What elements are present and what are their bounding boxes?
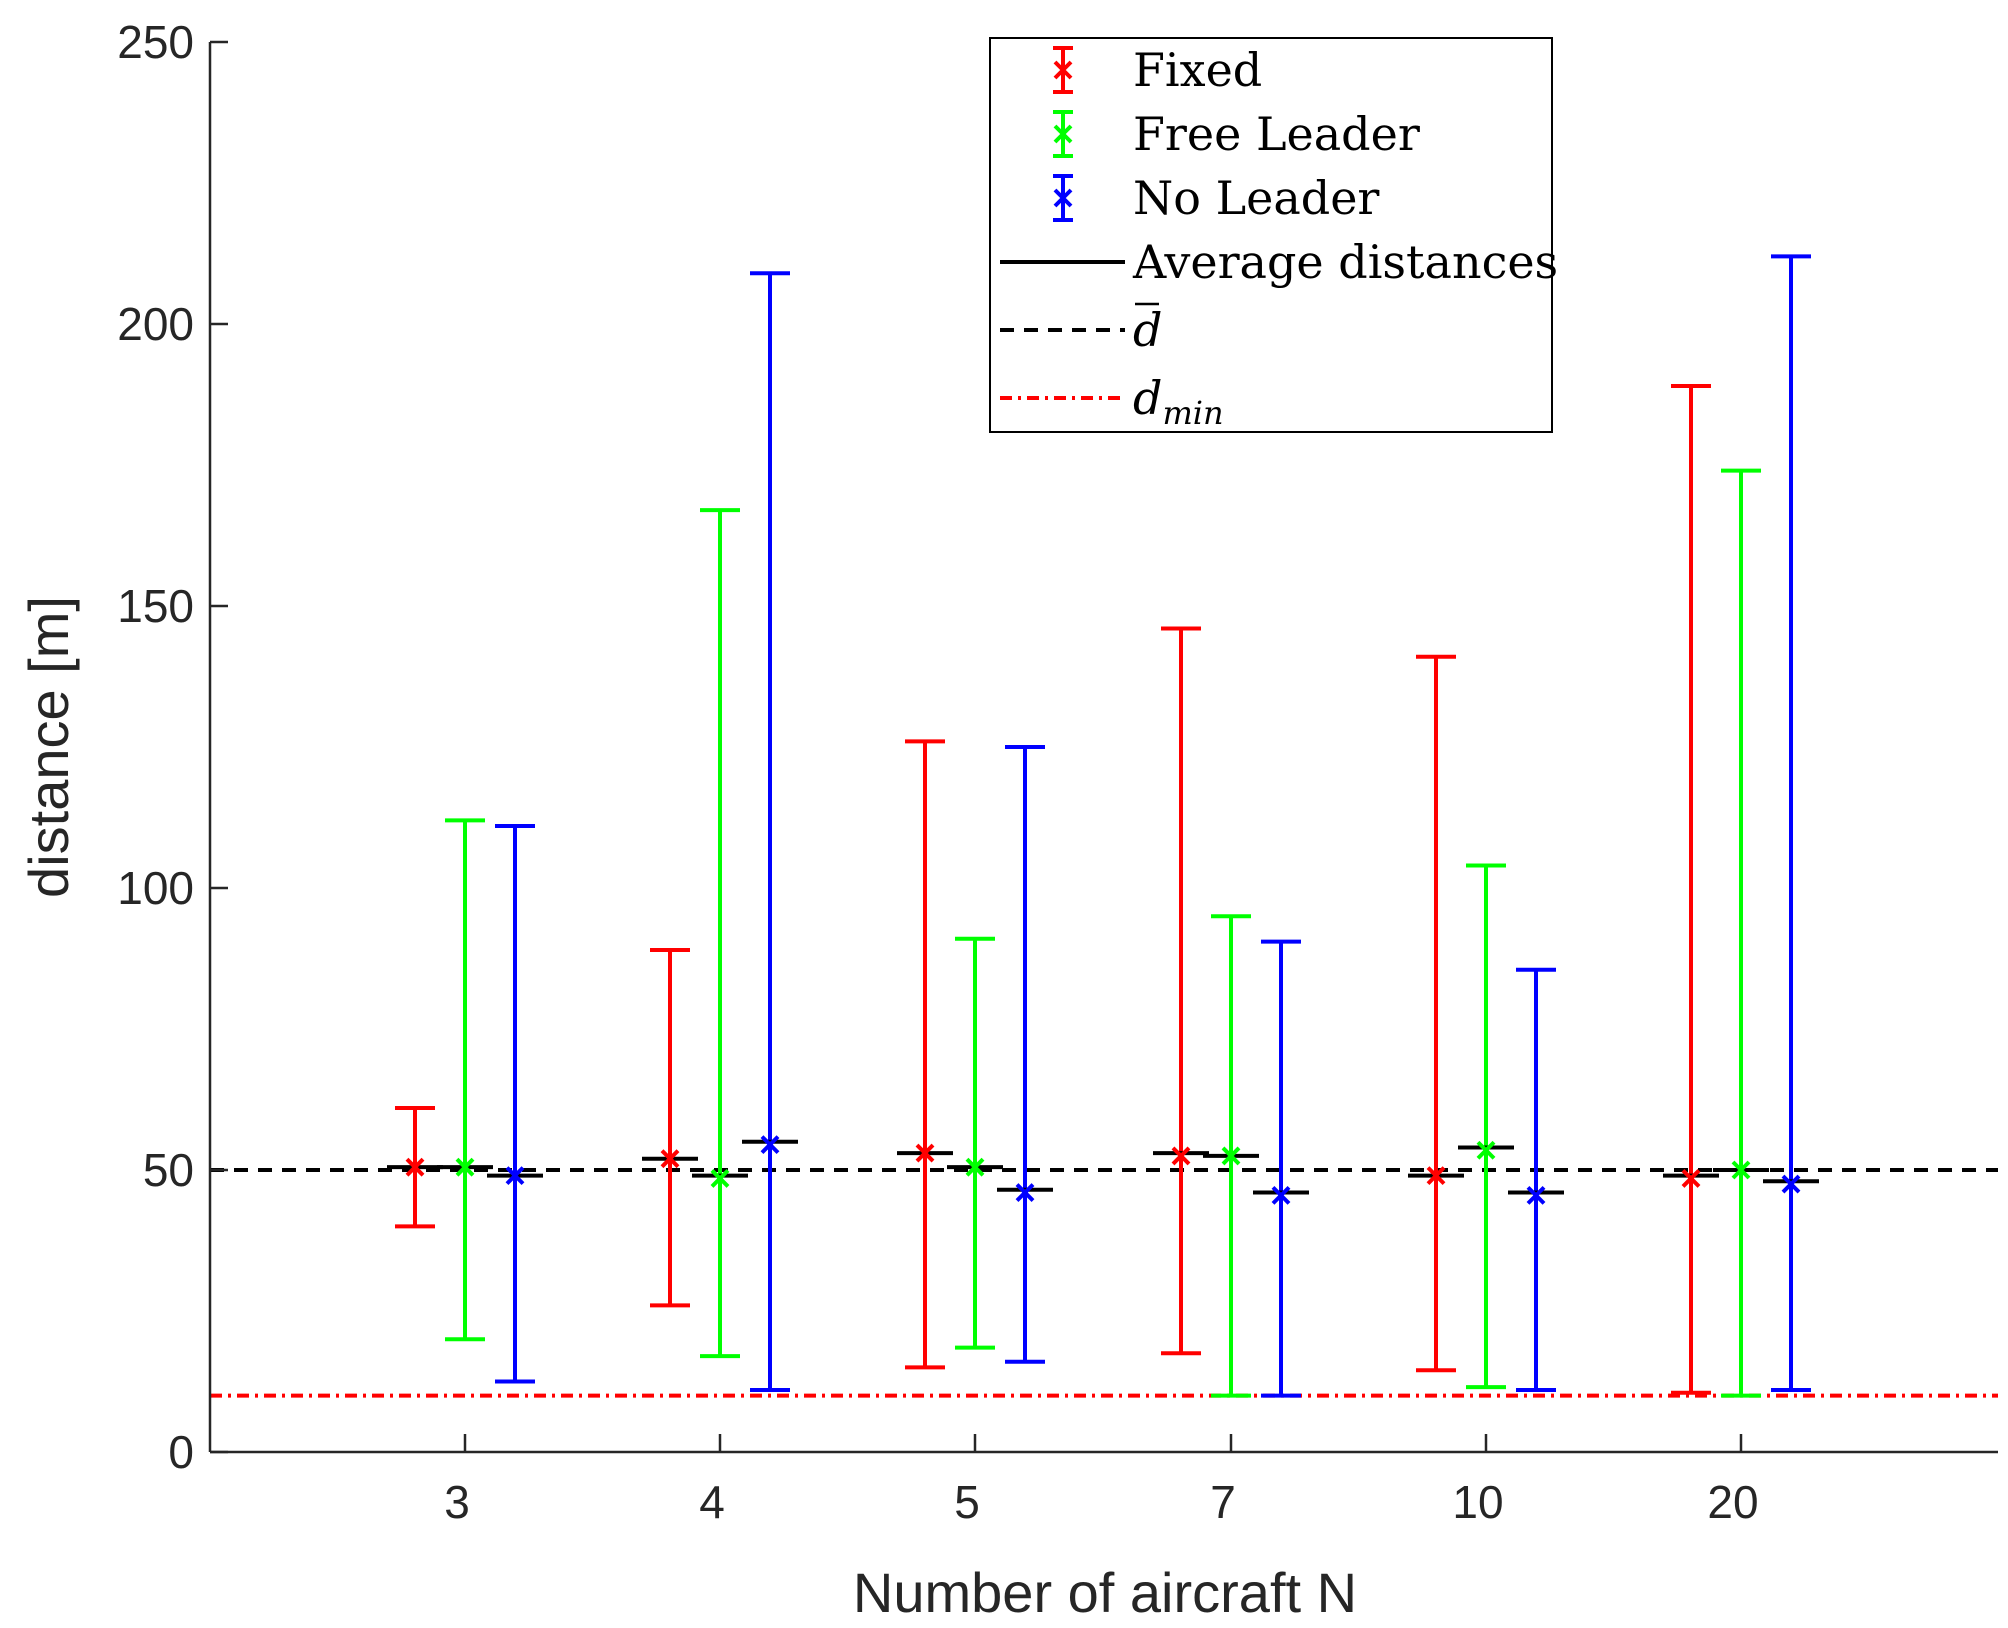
y-tick-label-250: 250 — [117, 16, 194, 68]
mean-marker-fixed-N10 — [1426, 1166, 1446, 1186]
legend-label: Average distances — [1132, 235, 1558, 289]
mean-marker-no-leader-N5 — [1015, 1183, 1035, 1202]
legend-label: Fixed — [1133, 43, 1262, 97]
legend-entries: Fixed Free Leader No Leader Average distanc… — [1000, 43, 1558, 432]
mean-marker-fixed-N7 — [1171, 1146, 1191, 1166]
legend-entry-0: Fixed — [1053, 43, 1262, 97]
y-tick-label-0: 0 — [168, 1426, 194, 1478]
series-free-leader — [437, 468, 1769, 1398]
mean-marker-fixed-N5 — [915, 1143, 935, 1163]
mean-marker-no-leader-N3 — [505, 1166, 525, 1186]
legend-label: No Leader — [1133, 171, 1379, 225]
mean-marker-fixed-N3 — [405, 1157, 425, 1177]
mean-marker-free-leader-N3 — [455, 1157, 475, 1177]
mean-marker-free-leader-N5 — [965, 1157, 985, 1177]
legend-label-subscript: min — [1162, 394, 1223, 432]
legend: Fixed Free Leader No Leader Average distanc… — [989, 37, 1558, 433]
mean-marker-no-leader-N4 — [760, 1135, 780, 1155]
mean-marker-no-leader-N10 — [1526, 1185, 1546, 1205]
y-tick-label-200: 200 — [117, 298, 194, 350]
mean-marker-fixed-N4 — [660, 1149, 680, 1169]
mean-marker-free-leader-N10 — [1476, 1140, 1496, 1160]
mean-marker-no-leader-N20 — [1781, 1174, 1801, 1194]
series-no-leader — [487, 254, 1819, 1398]
x-tick-label-5: 5 — [954, 1476, 980, 1528]
y-axis-label: distance [m] — [17, 596, 80, 898]
legend-box — [989, 37, 1553, 433]
series-fixed — [387, 384, 1719, 1395]
x-tick-label-20: 20 — [1707, 1476, 1758, 1528]
legend-label: Free Leader — [1133, 107, 1420, 161]
mean-marker-free-leader-N20 — [1731, 1160, 1751, 1180]
mean-marker-fixed-N20 — [1681, 1169, 1701, 1188]
y-tick-label-50: 50 — [143, 1144, 194, 1196]
mean-marker-no-leader-N7 — [1271, 1185, 1291, 1205]
tick-layer: 0 50 100 150 200 250 3 4 5 7 10 20 — [117, 16, 1758, 1528]
mean-marker-free-leader-N4 — [710, 1169, 730, 1188]
x-tick-label-10: 10 — [1452, 1476, 1503, 1528]
legend-entry-2: No Leader — [1053, 171, 1379, 225]
mean-marker-free-leader-N7 — [1221, 1146, 1241, 1166]
axes — [208, 42, 1998, 1454]
legend-label: d — [1133, 303, 1162, 357]
legend-entry-1: Free Leader — [1053, 107, 1420, 161]
x-tick-label-4: 4 — [699, 1476, 725, 1528]
y-tick-label-100: 100 — [117, 862, 194, 914]
x-axis-label: Number of aircraft N — [853, 1561, 1357, 1624]
series-layer — [387, 254, 1819, 1398]
legend-symbol-marker — [1053, 124, 1073, 144]
legend-symbol-marker — [1053, 60, 1073, 80]
legend-entry-4: d — [1000, 302, 1162, 357]
y-tick-label-150: 150 — [117, 580, 194, 632]
x-tick-label-7: 7 — [1210, 1476, 1236, 1528]
legend-symbol-marker — [1053, 188, 1073, 208]
x-tick-label-3: 3 — [444, 1476, 470, 1528]
legend-entry-3: Average distances — [1000, 235, 1558, 289]
